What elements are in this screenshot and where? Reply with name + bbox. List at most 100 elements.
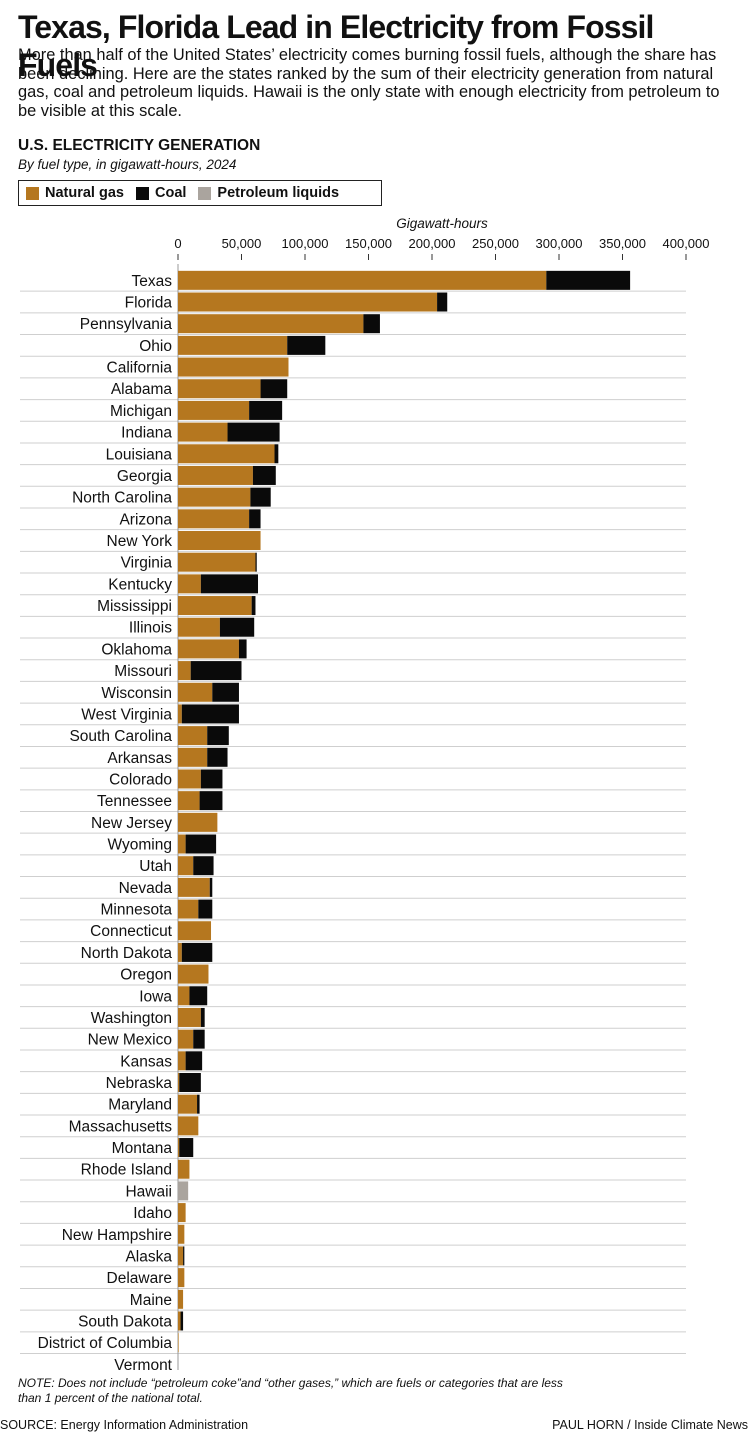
bar-segment-gas [178, 357, 289, 377]
category-label: South Dakota [78, 1313, 172, 1330]
legend-swatch-coal [135, 186, 149, 200]
bar-segment-coal [287, 335, 326, 355]
category-label: Connecticut [90, 923, 173, 940]
bar-segment-coal [193, 856, 214, 876]
bar-segment-coal [185, 834, 217, 854]
bar-segment-gas [178, 747, 208, 767]
bar-segment-gas [178, 400, 250, 420]
chart-legend: Natural gas Coal Petroleum liquids [18, 180, 382, 206]
bar-segment-gas [178, 552, 256, 572]
category-label: North Dakota [81, 945, 173, 962]
bar-segment-gas [178, 1073, 180, 1092]
bar-segment-gas [178, 921, 212, 941]
bar-segment-gas [178, 1246, 184, 1266]
category-label: Ohio [139, 338, 172, 355]
category-label: New Mexico [88, 1032, 172, 1049]
category-label: Nebraska [106, 1075, 173, 1092]
category-label: Vermont [114, 1357, 172, 1370]
bar-segment-coal [207, 726, 229, 746]
category-label: North Carolina [72, 490, 172, 507]
category-label: District of Columbia [38, 1335, 173, 1352]
category-label: Colorado [109, 771, 172, 788]
bar-segment-coal [207, 747, 228, 767]
bar-segment-coal [437, 292, 448, 312]
category-label: Georgia [117, 468, 173, 485]
bar-segment-gas [178, 1333, 179, 1353]
bar-segment-coal [200, 769, 223, 789]
bar-segment-gas [178, 487, 251, 507]
bar-segment-coal [363, 314, 380, 334]
bar-segment-gas [178, 791, 200, 811]
source-credit: SOURCE: Energy Information Administratio… [0, 1418, 249, 1432]
x-tick-label: 400,000 [663, 236, 710, 251]
bar-segment-gas [178, 877, 210, 897]
category-label: New Hampshire [62, 1227, 172, 1244]
category-label: Virginia [121, 555, 173, 572]
x-tick-label: 250,000 [472, 236, 519, 251]
bar-segment-coal [181, 704, 239, 724]
author-credit: PAUL HORN / Inside Climate News [552, 1418, 748, 1432]
bar-segment-coal [179, 1073, 201, 1092]
category-label: Hawaii [125, 1183, 172, 1200]
legend-item-coal: Coal [135, 185, 186, 201]
legend-item-petroleum: Petroleum liquids [198, 185, 339, 201]
category-label: Wisconsin [101, 685, 172, 702]
bar-segment-gas [178, 270, 547, 290]
category-label: Indiana [121, 425, 172, 442]
category-label: Tennessee [97, 793, 172, 810]
x-tick-label: 0 [174, 236, 181, 251]
bar-segment-gas [178, 1051, 186, 1071]
category-label: Oregon [120, 967, 172, 984]
category-label: Alabama [111, 381, 173, 398]
intro-text: More than half of the United States’ ele… [18, 46, 720, 120]
x-tick-label: 300,000 [536, 236, 583, 251]
category-label: Missouri [114, 663, 172, 680]
category-label: Maine [130, 1292, 172, 1309]
bar-segment-coal [179, 1138, 194, 1158]
bar-segment-coal [252, 465, 276, 485]
category-label: Delaware [107, 1270, 172, 1287]
category-label: Arizona [119, 511, 172, 528]
bar-segment-coal [181, 942, 213, 962]
legend-swatch-gas [26, 186, 39, 200]
category-label: Rhode Island [81, 1162, 172, 1179]
bar-segment-gas [178, 1159, 190, 1179]
bar-segment-gas [178, 379, 261, 399]
bar-segment-gas [178, 596, 252, 616]
bar-segment-coal [238, 639, 247, 659]
bar-segment-gas [178, 1007, 201, 1027]
bar-segment-coal [274, 444, 279, 464]
bar-segment-coal [255, 552, 257, 572]
category-label: Michigan [110, 403, 172, 420]
bar-segment-coal [212, 682, 239, 702]
x-tick-label: 100,000 [282, 236, 329, 251]
category-label: Utah [139, 858, 172, 875]
bar-segment-coal [249, 400, 283, 420]
category-label: Minnesota [100, 902, 172, 919]
bar-segment-coal [198, 899, 213, 919]
bar-segment-gas [178, 986, 190, 1006]
category-label: West Virginia [81, 706, 172, 723]
bar-segment-gas [178, 465, 253, 485]
category-label: Alaska [125, 1248, 172, 1265]
bar-segment-gas [178, 704, 182, 724]
category-label: Louisiana [106, 446, 173, 463]
bar-segment-gas [178, 769, 201, 789]
category-label: Massachusetts [69, 1118, 173, 1135]
bar-segment-gas [178, 726, 208, 746]
bar-segment-gas [178, 661, 191, 681]
x-axis-title: Gigawatt-hours [396, 216, 488, 231]
bar-segment-coal [185, 1051, 203, 1071]
category-label: Illinois [129, 620, 172, 637]
legend-label-gas: Natural gas [45, 185, 124, 201]
bar-segment-gas [178, 531, 261, 550]
legend-item-gas: Natural gas [26, 185, 124, 201]
bar-segment-coal [249, 509, 261, 529]
x-tick-label: 350,000 [599, 236, 646, 251]
bar-segment-gas [178, 942, 182, 962]
bar-segment-coal [190, 661, 242, 681]
bar-segment-coal [200, 574, 259, 594]
legend-label-petroleum: Petroleum liquids [217, 185, 340, 201]
bar-segment-gas [178, 617, 220, 637]
bar-segment-coal [227, 422, 280, 442]
